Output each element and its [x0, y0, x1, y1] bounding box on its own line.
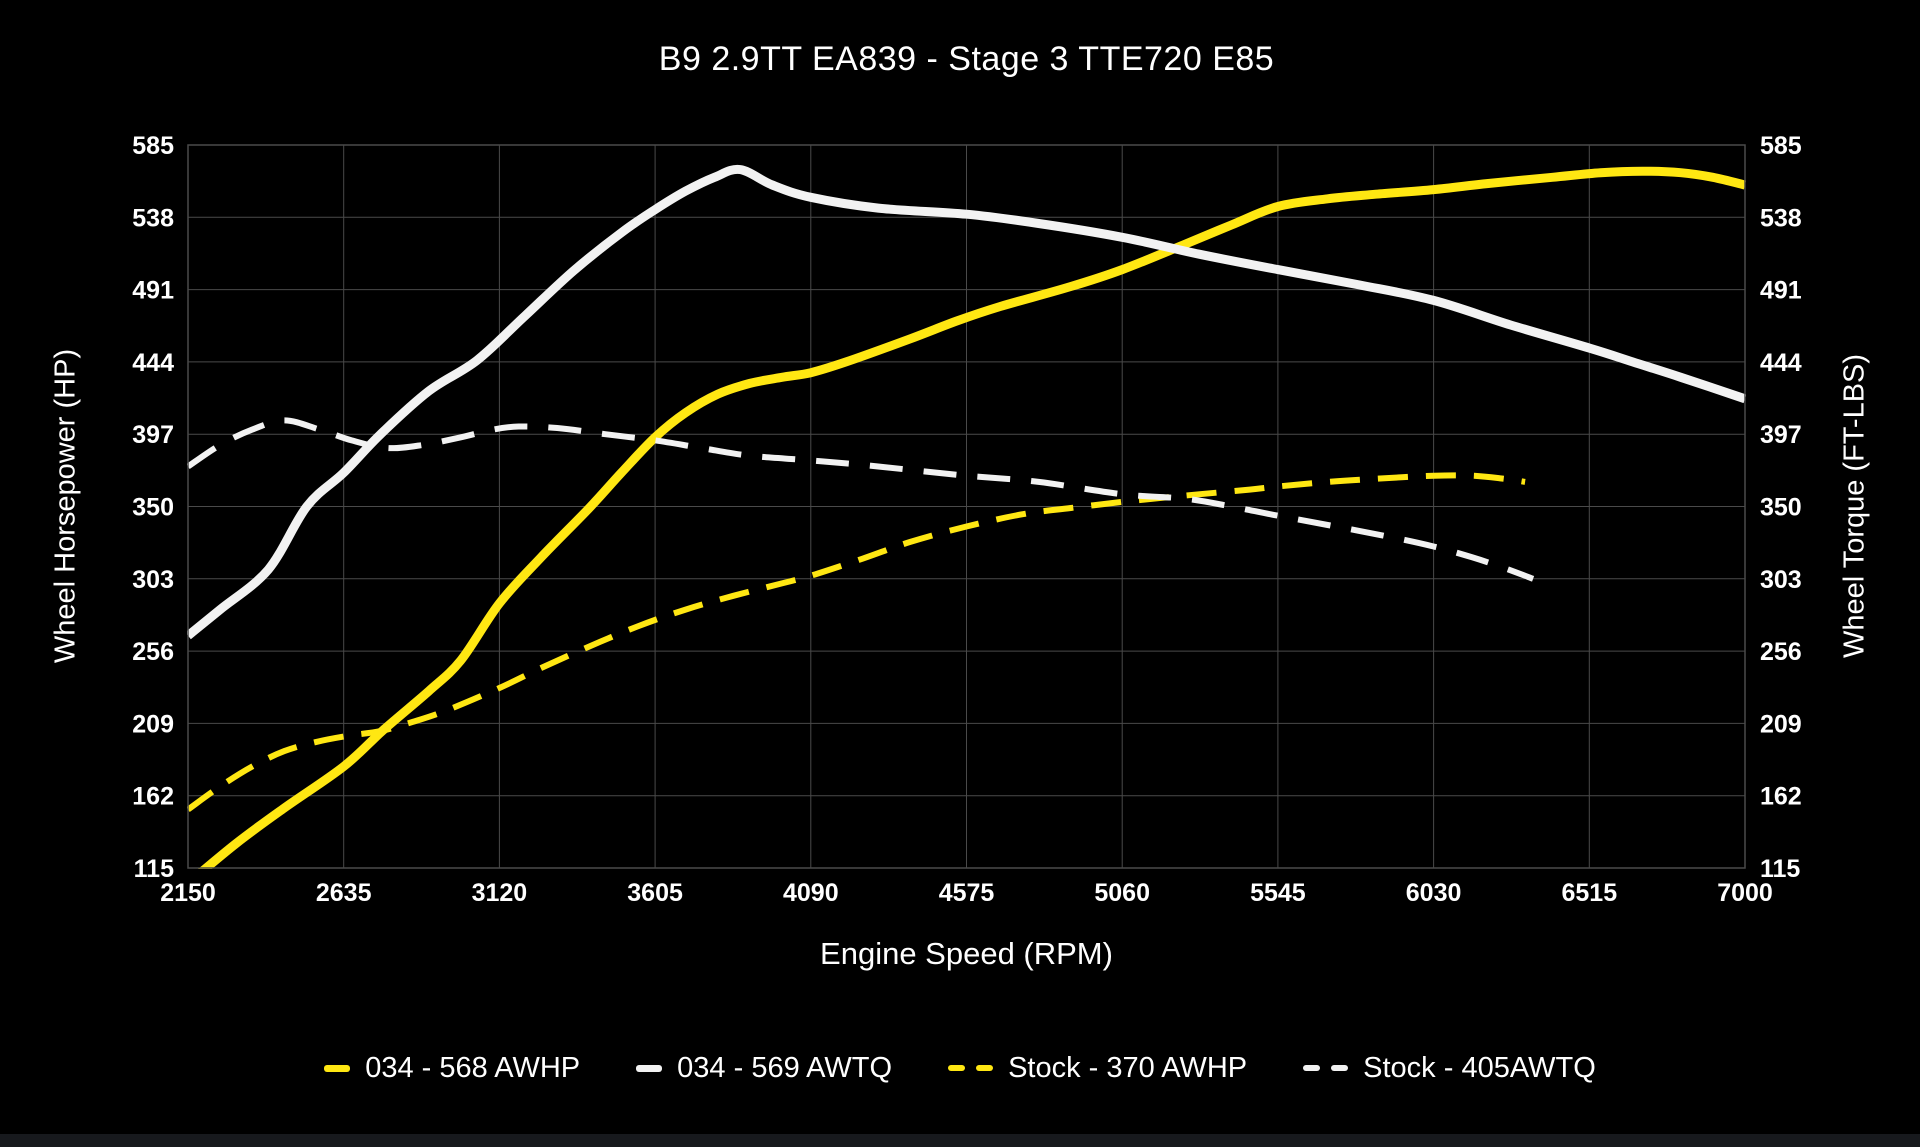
- x-tick-labels: 2150 2635 3120 3605 4090 4575 5060 5545 6030 6515…: [160, 879, 1773, 907]
- right-y-tick-label: 303: [1760, 566, 1802, 594]
- left-y-tick-label: 209: [132, 710, 174, 738]
- legend-label: 034 - 569 AWTQ: [677, 1051, 893, 1084]
- left-y-tick-label: 350: [132, 494, 174, 522]
- legend-item-1: 034 - 569 AWTQ: [636, 1052, 892, 1085]
- legend-dash-bar: [1331, 1065, 1349, 1071]
- right-y-tick-label: 209: [1760, 710, 1802, 738]
- legend-item-2: Stock - 370 AWHP: [948, 1052, 1247, 1085]
- right-y-tick-labels: 115 162 209 256 303 350 397 444 491 538 585: [1760, 132, 1802, 883]
- bottom-strip: [0, 1134, 1920, 1147]
- legend-item-3: Stock - 405AWTQ: [1303, 1052, 1596, 1085]
- legend-solid-dash-icon: [324, 1064, 351, 1072]
- x-tick-label: 2150: [160, 879, 216, 907]
- right-y-tick-label: 444: [1760, 349, 1802, 377]
- series-line-0: [198, 166, 1746, 869]
- legend-item-0: 034 - 568 AWHP: [324, 1052, 580, 1085]
- left-y-tick-label: 256: [132, 638, 174, 666]
- legend-solid-dash-icon: [636, 1064, 663, 1072]
- legend-label: Stock - 370 AWHP: [1008, 1051, 1248, 1084]
- x-tick-label: 7000: [1717, 879, 1773, 907]
- left-y-tick-label: 444: [132, 349, 174, 377]
- x-tick-label: 5545: [1250, 879, 1306, 907]
- legend-dash-bar: [948, 1065, 966, 1071]
- right-y-tick-label: 538: [1760, 204, 1802, 232]
- legend-dash-bar: [1303, 1065, 1321, 1071]
- right-y-tick-label: 256: [1760, 638, 1802, 666]
- right-y-tick-label: 491: [1760, 277, 1802, 305]
- left-y-axis-title: Wheel Horsepower (HP): [49, 348, 82, 664]
- left-y-tick-labels: 115 162 209 256 303 350 397 444 491 538 585: [132, 132, 174, 883]
- right-y-tick-label: 585: [1760, 132, 1802, 160]
- series-line-1: [187, 164, 1746, 640]
- legend: 034 - 568 AWHP 034 - 569 AWTQ Stock - 370 …: [0, 1038, 1920, 1098]
- legend-dash-bar: [324, 1064, 351, 1072]
- x-tick-label: 6515: [1561, 879, 1617, 907]
- x-tick-label: 4575: [939, 879, 995, 907]
- legend-label: 034 - 568 AWHP: [365, 1051, 581, 1084]
- legend-label: Stock - 405AWTQ: [1363, 1051, 1596, 1084]
- legend-dashed-dash-icon: [948, 1065, 994, 1071]
- left-y-tick-label: 303: [132, 566, 174, 594]
- chart-title: B9 2.9TT EA839 - Stage 3 TTE720 E85: [658, 40, 1275, 78]
- gridlines: [187, 144, 1746, 869]
- x-tick-label: 6030: [1406, 879, 1462, 907]
- series-lines: [187, 164, 1746, 869]
- left-y-tick-label: 585: [132, 132, 174, 160]
- right-y-tick-label: 350: [1760, 494, 1802, 522]
- plot-border: [187, 144, 1746, 869]
- legend-dashed-dash-icon: [1303, 1065, 1349, 1071]
- left-y-tick-label: 397: [132, 421, 174, 449]
- x-tick-label: 2635: [316, 879, 372, 907]
- right-y-tick-label: 397: [1760, 421, 1802, 449]
- x-tick-label: 5060: [1094, 879, 1150, 907]
- left-y-tick-label: 538: [132, 204, 174, 232]
- x-tick-label: 3120: [472, 879, 528, 907]
- legend-dash-bar: [636, 1064, 663, 1072]
- right-y-tick-label: 162: [1760, 783, 1802, 811]
- legend-dash-bar: [976, 1065, 994, 1071]
- left-y-tick-label: 491: [132, 277, 174, 305]
- x-tick-label: 3605: [627, 879, 683, 907]
- right-y-tick-label: 115: [1760, 855, 1800, 883]
- series-line-3: [187, 417, 1535, 582]
- x-axis-title: Engine Speed (RPM): [820, 936, 1113, 971]
- x-tick-label: 4090: [783, 879, 839, 907]
- right-y-axis-title: Wheel Torque (FT-LBS): [1838, 353, 1871, 659]
- left-y-tick-label: 162: [132, 783, 174, 811]
- left-y-tick-label: 115: [134, 855, 174, 883]
